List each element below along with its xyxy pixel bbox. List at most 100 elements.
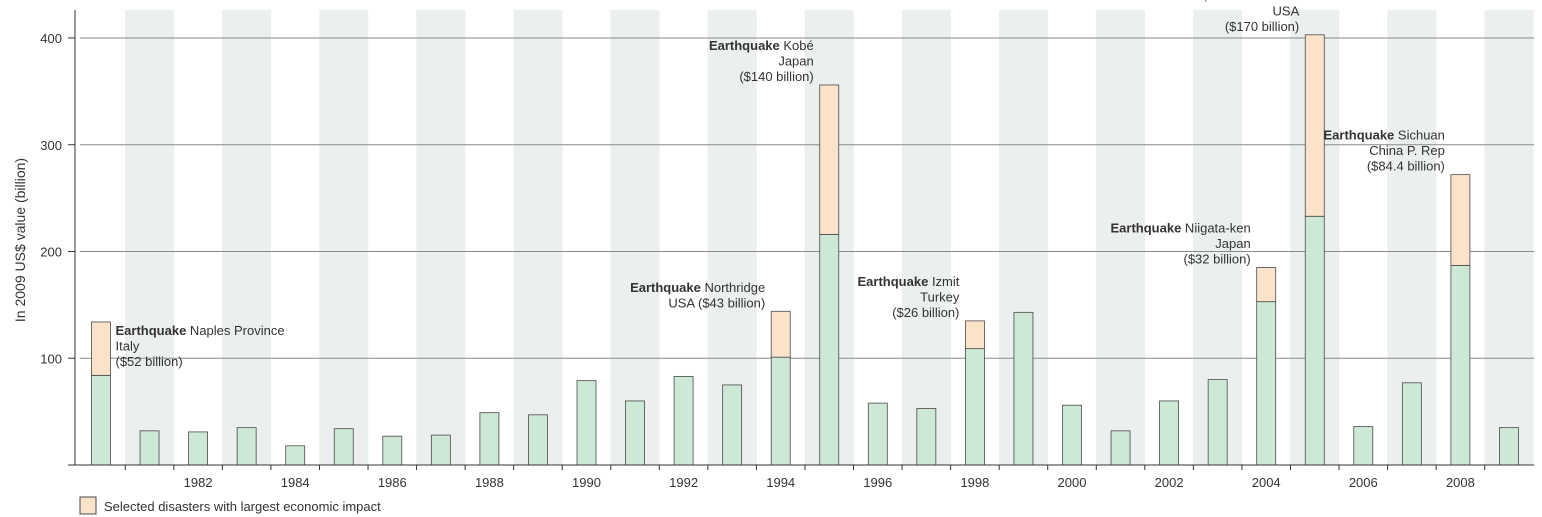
annotation-line: Earthquake Sichuan	[1323, 128, 1444, 143]
bar-base-2004	[1256, 301, 1277, 466]
legend-swatch	[79, 496, 97, 515]
bar-base-2006	[1353, 426, 1374, 466]
annotation-name: Izmit	[928, 274, 959, 289]
annotation-line: Earthquake Izmit	[858, 274, 960, 289]
annotation-type: Earthquake	[630, 280, 701, 295]
annotation-line: Earthquake Kobé	[709, 38, 814, 53]
bar-base-1991	[625, 400, 645, 466]
annotation-line: Turkey	[920, 289, 960, 304]
bar-highlight-1995	[819, 84, 840, 235]
bar-base-2007	[1401, 382, 1422, 466]
annotation-type: Hurricane	[1098, 0, 1159, 3]
annotation-line: Italy	[116, 338, 140, 353]
bar-base-2002	[1159, 400, 1179, 466]
bars	[91, 34, 1519, 466]
annotation-name: Northridge	[701, 280, 765, 295]
y-tick-label-200: 200	[40, 245, 62, 260]
annotation-type: Earthquake	[1323, 128, 1394, 143]
band-1985	[319, 10, 369, 465]
band-2009	[1484, 10, 1534, 465]
annotation-line: ($32 billion)	[1183, 252, 1250, 267]
bar-base-1994	[770, 356, 791, 466]
annotation-name: Kobé	[780, 38, 814, 53]
bar-base-1986	[382, 435, 403, 466]
bar-base-1990	[576, 380, 597, 466]
bar-base-1989	[528, 414, 548, 466]
annotation-2005: Hurricane Katrina, Rita and WilmaUSA($17…	[1098, 0, 1300, 34]
bar-base-1981	[139, 430, 160, 466]
annotation-type: Earthquake	[116, 323, 187, 338]
band-1981	[125, 10, 175, 465]
x-tick-label-1988: 1988	[475, 475, 504, 490]
annotation-line: Japan	[1215, 236, 1250, 251]
annotation-line: ($170 billion)	[1225, 19, 1299, 34]
x-tick-label-2006: 2006	[1349, 475, 1378, 490]
bar-base-1993	[722, 384, 743, 466]
x-tick-label-1986: 1986	[378, 475, 407, 490]
bar-base-1999	[1013, 311, 1034, 466]
x-tick-label-1992: 1992	[669, 475, 698, 490]
y-tick-label-400: 400	[40, 31, 62, 46]
annotation-line: Japan	[778, 53, 813, 68]
bar-base-1988	[479, 412, 500, 466]
bar-base-2009	[1499, 427, 1519, 466]
bar-highlight-2004	[1256, 267, 1277, 303]
annotation-line: Earthquake Niigata-ken	[1111, 221, 1251, 236]
y-tick-label-100: 100	[40, 351, 62, 366]
grid-lines	[80, 37, 1534, 359]
bar-base-1995	[819, 234, 840, 466]
annotation-name: Sichuan	[1394, 128, 1445, 143]
annotation-line: ($52 billion)	[116, 354, 183, 369]
annotation-line: China P. Rep	[1369, 143, 1445, 158]
x-tick-label-1996: 1996	[863, 475, 892, 490]
annotation-name: Niigata-ken	[1181, 221, 1250, 236]
band-1989	[513, 10, 563, 465]
x-tick-label-1984: 1984	[281, 475, 310, 490]
x-tick-label-2004: 2004	[1252, 475, 1281, 490]
annotation-type: Earthquake	[709, 38, 780, 53]
annotation-line: Earthquake Northridge	[630, 280, 765, 295]
annotation-type: Earthquake	[1111, 221, 1182, 236]
bar-base-2008	[1450, 264, 1471, 466]
annotation-line: ($140 billion)	[739, 69, 813, 84]
annotation-line: USA	[1273, 3, 1300, 18]
x-tick-label-2008: 2008	[1446, 475, 1475, 490]
band-1987	[416, 10, 466, 465]
legend: Selected disasters with largest economic…	[79, 496, 381, 515]
bar-base-1998	[965, 348, 985, 466]
annotation-name: Katrina, Rita and Wilma	[1159, 0, 1300, 3]
legend-label: Selected disasters with largest economic…	[104, 499, 381, 514]
bar-base-1982	[188, 431, 209, 466]
x-tick-label-1994: 1994	[766, 475, 795, 490]
annotation-line: ($26 billion)	[892, 305, 959, 320]
axes: 100 200 300 400 1982 1984 1986 1988 1990 1992 1994…	[40, 10, 1534, 490]
bar-base-1996	[867, 402, 888, 466]
bar-base-1983	[236, 427, 257, 466]
bar-highlight-1994	[770, 310, 791, 358]
bar-base-2003	[1207, 379, 1228, 466]
band-1983	[222, 10, 272, 465]
annotation-line: Earthquake Naples Province	[116, 323, 285, 338]
bar-base-2000	[1062, 404, 1082, 466]
band-1997	[901, 10, 951, 465]
x-tick-label-1982: 1982	[184, 475, 213, 490]
x-tick-label-2002: 2002	[1155, 475, 1184, 490]
bar-base-1980	[91, 374, 111, 466]
bar-base-1992	[673, 375, 694, 466]
bar-highlight-1998	[965, 320, 985, 350]
x-tick-label-2000: 2000	[1058, 475, 1087, 490]
annotation-name: Naples Province	[186, 323, 284, 338]
bar-highlight-2008	[1450, 174, 1471, 266]
bar-base-1985	[333, 428, 354, 466]
bar-base-1987	[430, 434, 451, 466]
x-tick-label-1998: 1998	[960, 475, 989, 490]
x-tick-label-1990: 1990	[572, 475, 601, 490]
